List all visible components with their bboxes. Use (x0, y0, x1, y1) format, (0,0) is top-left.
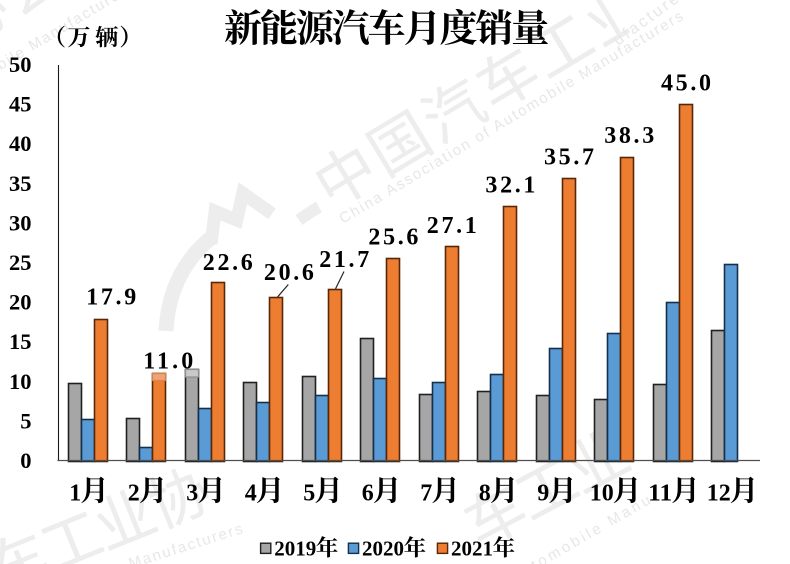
svg-text:4: 4 (245, 481, 257, 507)
svg-text:6: 6 (362, 481, 374, 507)
svg-text:30: 30 (9, 210, 32, 235)
svg-text:2020: 2020 (362, 537, 404, 561)
svg-text:2019: 2019 (274, 537, 316, 561)
svg-text:32.1: 32.1 (485, 173, 535, 199)
svg-text:22.6: 22.6 (203, 250, 253, 276)
svg-text:0: 0 (20, 448, 31, 473)
svg-text:11.0: 11.0 (143, 348, 193, 374)
svg-text:50: 50 (9, 52, 32, 77)
svg-text:10: 10 (9, 369, 32, 394)
svg-text:25.6: 25.6 (368, 224, 418, 250)
svg-text:1: 1 (69, 481, 81, 507)
svg-text:15: 15 (9, 329, 32, 354)
svg-text:25: 25 (9, 250, 32, 275)
svg-text:20.6: 20.6 (264, 260, 314, 286)
svg-text:10: 10 (590, 481, 614, 507)
svg-text:45.0: 45.0 (661, 70, 711, 96)
svg-text:12: 12 (707, 481, 731, 507)
svg-text:35: 35 (9, 171, 32, 196)
svg-text:27.1: 27.1 (427, 213, 477, 239)
svg-text:7: 7 (420, 481, 432, 507)
svg-text:40: 40 (9, 131, 32, 156)
svg-text:5: 5 (20, 408, 31, 433)
svg-text:45: 45 (9, 92, 32, 117)
svg-text:2: 2 (128, 481, 140, 507)
svg-text:38.3: 38.3 (604, 123, 654, 149)
svg-text:9: 9 (537, 481, 549, 507)
svg-text:20: 20 (9, 290, 32, 315)
svg-text:3: 3 (186, 481, 198, 507)
svg-text:35.7: 35.7 (544, 145, 594, 171)
svg-text:21.7: 21.7 (319, 247, 369, 273)
svg-text:5: 5 (303, 481, 315, 507)
svg-text:8: 8 (479, 481, 491, 507)
svg-text:17.9: 17.9 (86, 285, 136, 311)
svg-text:2021: 2021 (451, 537, 493, 561)
svg-text:11: 11 (648, 481, 672, 507)
